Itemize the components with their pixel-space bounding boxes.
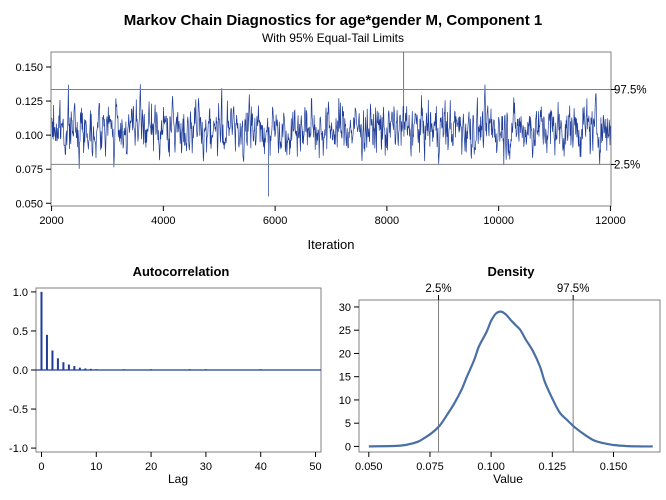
- autocorrelation-x-axis: 0 10 20 30 40 50: [38, 452, 322, 473]
- density-curve: [368, 310, 653, 448]
- trace-reference-lines: 97.5% 2.5%: [51, 84, 647, 171]
- y-tick-label: 10: [339, 395, 351, 407]
- y-tick-label: 0: [345, 441, 351, 453]
- density-plot: Density 2.5% 97.5% 0.050 0.075 0.100 0.125 0.…: [339, 264, 661, 486]
- density-reference-lines: 2.5% 97.5%: [425, 283, 589, 452]
- x-tick-label: 8000: [375, 215, 399, 227]
- y-tick-label: 0.0: [13, 365, 28, 377]
- autocorrelation-x-axis-label: Lag: [168, 472, 188, 486]
- x-tick-label: 4000: [151, 215, 175, 227]
- y-tick-label: 5: [345, 418, 351, 430]
- y-tick-label: 25: [339, 325, 351, 337]
- x-tick-label: 0.150: [600, 461, 628, 473]
- reference-label: 97.5%: [614, 84, 647, 96]
- y-tick-label: 20: [339, 348, 351, 360]
- density-x-axis: 0.050 0.075 0.100 0.125 0.150: [355, 452, 627, 473]
- x-tick-label: 30: [200, 461, 212, 473]
- y-tick-label: 0.100: [15, 130, 43, 142]
- x-tick-label: 0.050: [355, 461, 383, 473]
- y-tick-label: 0.5: [13, 326, 28, 338]
- reference-label: 2.5%: [614, 159, 640, 171]
- x-tick-label: 12000: [595, 215, 626, 227]
- x-tick-label: 10000: [483, 215, 514, 227]
- trace-line: [51, 52, 611, 197]
- y-tick-label: 1.0: [13, 287, 28, 299]
- reference-label: 97.5%: [557, 283, 590, 295]
- trace-x-axis: 2000 4000 6000 8000 10000 12000: [39, 206, 626, 227]
- y-tick-label: -0.5: [9, 404, 28, 416]
- autocorrelation-bars: [40, 291, 317, 371]
- trace-x-axis-label: Iteration: [308, 237, 355, 252]
- x-tick-label: 2000: [39, 215, 63, 227]
- x-tick-label: 20: [145, 461, 157, 473]
- x-tick-label: 0: [38, 461, 44, 473]
- y-tick-label: 0.150: [15, 62, 43, 74]
- density-series: [368, 310, 653, 448]
- density-frame: [358, 299, 661, 453]
- x-tick-label: 10: [90, 461, 102, 473]
- density-y-axis: 0 5 10 15 20 25 30: [339, 302, 359, 453]
- x-tick-label: 6000: [263, 215, 287, 227]
- trace-plot: 97.5% 2.5% 2000 4000 6000 8000 10000 12000 0.0…: [15, 51, 647, 252]
- figure-title: Markov Chain Diagnostics for age*gender …: [124, 12, 542, 29]
- autocorrelation-y-axis: -1.0 -0.5 0.0 0.5 1.0: [9, 287, 36, 455]
- y-tick-label: 0.050: [15, 198, 43, 210]
- y-tick-label: 15: [339, 372, 351, 384]
- x-tick-label: 0.100: [477, 461, 505, 473]
- autocorrelation-title: Autocorrelation: [133, 264, 230, 279]
- x-tick-label: 40: [255, 461, 267, 473]
- density-title: Density: [488, 264, 536, 279]
- y-tick-label: -1.0: [9, 443, 28, 455]
- y-tick-label: 30: [339, 302, 351, 314]
- trace-series: [51, 52, 611, 197]
- y-tick-label: 0.125: [15, 96, 43, 108]
- x-tick-label: 0.075: [416, 461, 444, 473]
- reference-label: 2.5%: [425, 283, 451, 295]
- autocorrelation-plot: Autocorrelation 0 10 20 30 40 50 -1.0 -0.5 0.0 0…: [9, 264, 322, 486]
- density-x-axis-label: Value: [493, 472, 523, 486]
- figure-subtitle: With 95% Equal-Tail Limits: [262, 31, 404, 45]
- y-tick-label: 0.075: [15, 164, 43, 176]
- trace-y-axis: 0.050 0.075 0.100 0.125 0.150: [15, 62, 51, 210]
- x-tick-label: 50: [309, 461, 321, 473]
- trace-plot-frame: [50, 51, 612, 207]
- x-tick-label: 0.125: [539, 461, 567, 473]
